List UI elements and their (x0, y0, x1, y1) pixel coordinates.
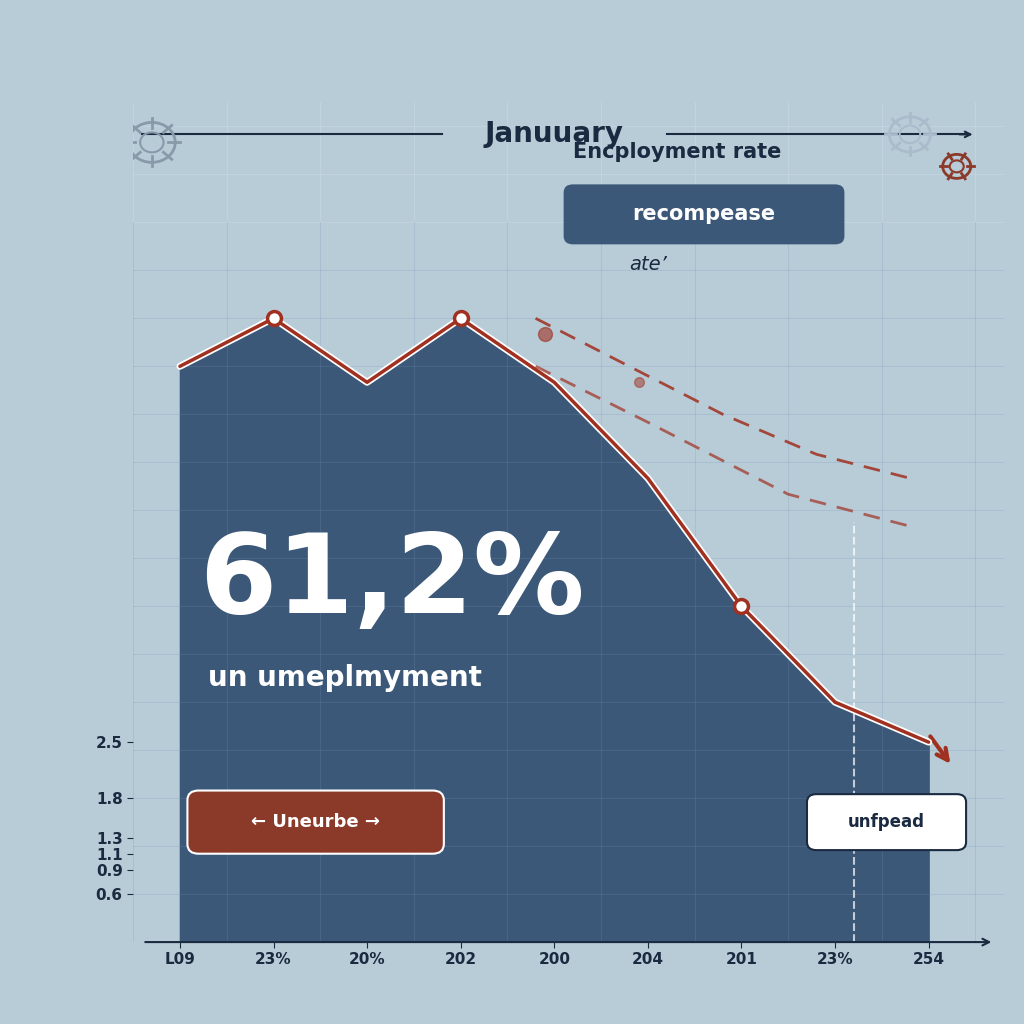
FancyBboxPatch shape (563, 184, 845, 245)
Text: unfpead: unfpead (848, 813, 925, 831)
Text: 61,2%: 61,2% (199, 528, 584, 636)
Text: Encployment rate: Encployment rate (573, 142, 781, 163)
Text: Januuary: Januuary (484, 121, 624, 148)
FancyBboxPatch shape (807, 795, 966, 850)
Text: un umeplmyment: un umeplmyment (208, 665, 482, 692)
Text: ← Uneurbe →: ← Uneurbe → (251, 813, 380, 831)
FancyBboxPatch shape (187, 791, 443, 854)
Text: ate’: ate’ (629, 255, 667, 274)
Text: recompease: recompease (633, 205, 775, 224)
